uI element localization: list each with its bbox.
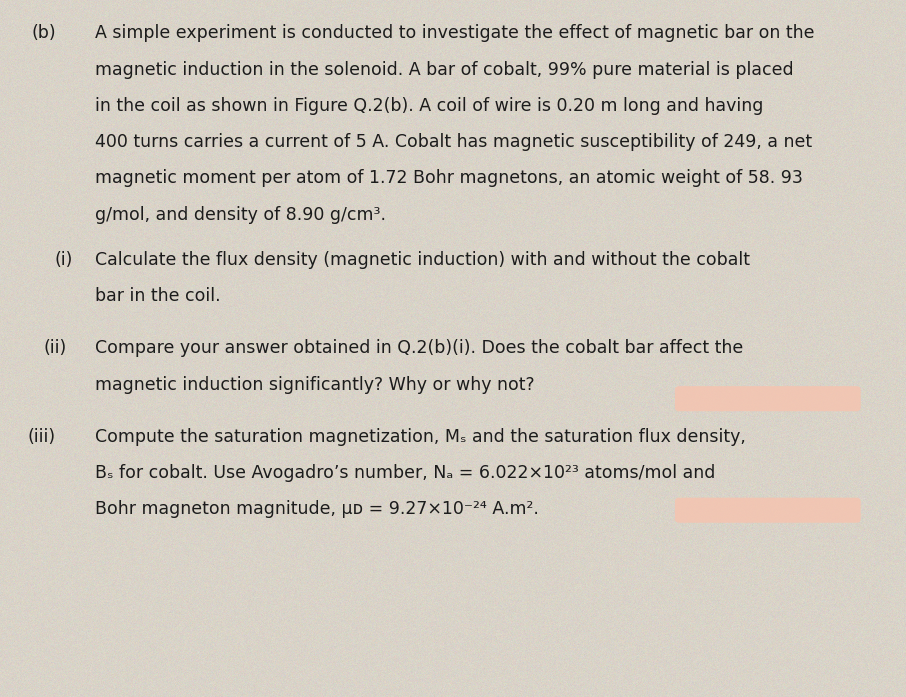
FancyBboxPatch shape: [675, 498, 861, 523]
FancyBboxPatch shape: [675, 386, 861, 411]
Text: magnetic induction significantly? Why or why not?: magnetic induction significantly? Why or…: [95, 376, 535, 394]
Text: (iii): (iii): [27, 428, 55, 446]
Text: g/mol, and density of 8.90 g/cm³.: g/mol, and density of 8.90 g/cm³.: [95, 206, 386, 224]
Text: Bohr magneton magnitude, μᴅ = 9.27×10⁻²⁴ A.m².: Bohr magneton magnitude, μᴅ = 9.27×10⁻²⁴…: [95, 500, 539, 519]
Text: A simple experiment is conducted to investigate the effect of magnetic bar on th: A simple experiment is conducted to inve…: [95, 24, 814, 43]
Text: (i): (i): [54, 251, 72, 269]
Text: magnetic moment per atom of 1.72 Bohr magnetons, an atomic weight of 58. 93: magnetic moment per atom of 1.72 Bohr ma…: [95, 169, 803, 187]
Text: Compute the saturation magnetization, Mₛ and the saturation flux density,: Compute the saturation magnetization, Mₛ…: [95, 428, 746, 446]
Text: (ii): (ii): [43, 339, 67, 358]
Text: Compare your answer obtained in Q.2(b)(i). Does the cobalt bar affect the: Compare your answer obtained in Q.2(b)(i…: [95, 339, 744, 358]
Text: 400 turns carries a current of 5 A. Cobalt has magnetic susceptibility of 249, a: 400 turns carries a current of 5 A. Coba…: [95, 133, 813, 151]
Text: Calculate the flux density (magnetic induction) with and without the cobalt: Calculate the flux density (magnetic ind…: [95, 251, 750, 269]
Text: in the coil as shown in Figure Q.2(b). A coil of wire is 0.20 m long and having: in the coil as shown in Figure Q.2(b). A…: [95, 97, 764, 115]
Text: Bₛ for cobalt. Use Avogadro’s number, Nₐ = 6.022×10²³ atoms/mol and: Bₛ for cobalt. Use Avogadro’s number, Nₐ…: [95, 464, 716, 482]
Text: magnetic induction in the solenoid. A bar of cobalt, 99% pure material is placed: magnetic induction in the solenoid. A ba…: [95, 61, 794, 79]
Text: (b): (b): [32, 24, 56, 43]
Text: bar in the coil.: bar in the coil.: [95, 287, 221, 305]
